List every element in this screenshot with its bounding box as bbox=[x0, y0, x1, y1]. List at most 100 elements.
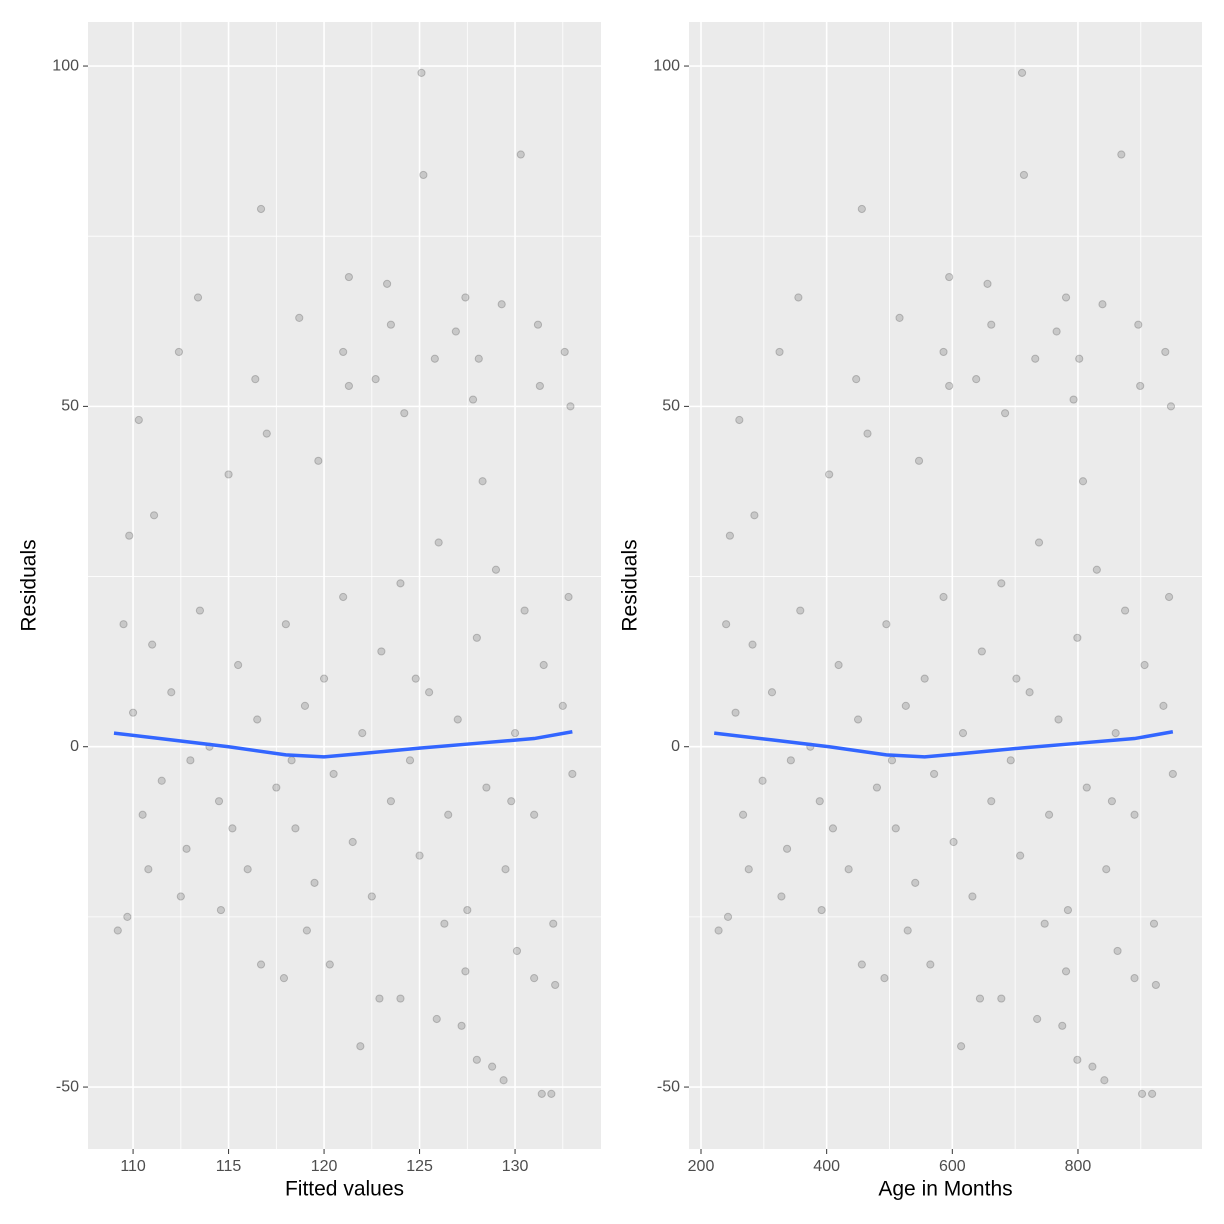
point bbox=[295, 313, 304, 322]
point bbox=[113, 926, 122, 935]
point bbox=[1025, 688, 1034, 697]
point bbox=[901, 701, 910, 710]
point bbox=[478, 477, 487, 486]
point bbox=[1031, 354, 1040, 363]
point bbox=[744, 865, 753, 874]
point bbox=[1137, 1089, 1147, 1098]
point bbox=[512, 946, 522, 956]
smooth-line bbox=[113, 730, 573, 759]
point bbox=[1034, 538, 1044, 547]
point bbox=[564, 592, 573, 602]
x-tick-label: 800 bbox=[1065, 1158, 1092, 1175]
point bbox=[777, 892, 786, 901]
point bbox=[214, 797, 224, 806]
point bbox=[1151, 980, 1160, 990]
y-tick-label: -50 bbox=[657, 1078, 680, 1095]
point bbox=[375, 994, 384, 1003]
point bbox=[400, 409, 409, 418]
point bbox=[371, 375, 380, 384]
point bbox=[1111, 729, 1120, 738]
y-tick-label: 0 bbox=[671, 738, 680, 755]
point bbox=[339, 592, 348, 602]
point bbox=[844, 865, 853, 874]
point bbox=[895, 313, 904, 322]
point bbox=[396, 579, 405, 588]
point bbox=[852, 375, 861, 384]
point bbox=[945, 272, 954, 282]
point bbox=[903, 926, 912, 935]
point bbox=[386, 797, 396, 806]
point bbox=[472, 633, 481, 642]
point bbox=[125, 531, 134, 540]
point bbox=[329, 769, 338, 779]
point bbox=[968, 892, 977, 901]
point bbox=[1054, 715, 1063, 724]
point bbox=[939, 592, 948, 602]
point bbox=[987, 320, 996, 329]
point bbox=[262, 429, 271, 438]
point bbox=[1006, 756, 1015, 765]
point bbox=[1159, 701, 1168, 710]
point bbox=[1082, 783, 1091, 792]
point bbox=[497, 300, 506, 309]
x-tick-label: 600 bbox=[939, 1158, 966, 1175]
point bbox=[817, 905, 826, 915]
x-tick-label: 110 bbox=[120, 1158, 146, 1175]
y-tick-label: 50 bbox=[61, 398, 79, 415]
point bbox=[1063, 905, 1073, 915]
point bbox=[533, 320, 543, 329]
point bbox=[1061, 967, 1071, 976]
plot-background bbox=[88, 22, 601, 1149]
point bbox=[482, 783, 491, 792]
point bbox=[1033, 1014, 1042, 1024]
point bbox=[134, 415, 143, 425]
y-tick-label: -50 bbox=[56, 1078, 79, 1095]
point bbox=[535, 381, 544, 391]
point bbox=[1117, 150, 1126, 159]
point bbox=[775, 347, 784, 357]
y-axis-label: Residuals bbox=[619, 539, 642, 631]
point bbox=[174, 347, 184, 357]
point bbox=[1136, 381, 1145, 391]
point bbox=[488, 1062, 497, 1071]
point bbox=[457, 1021, 466, 1030]
point bbox=[434, 538, 443, 547]
point bbox=[977, 647, 986, 656]
point bbox=[243, 865, 252, 874]
point bbox=[926, 960, 935, 969]
point bbox=[425, 688, 434, 697]
point bbox=[356, 1042, 365, 1051]
point bbox=[748, 640, 757, 649]
point bbox=[287, 756, 296, 765]
point bbox=[167, 688, 176, 697]
x-tick-label: 125 bbox=[406, 1158, 433, 1175]
point bbox=[738, 810, 748, 819]
panel: 200 400 600 800 -50 0 50 100 Age in Months Residu… bbox=[619, 22, 1202, 1201]
point bbox=[863, 429, 872, 438]
point bbox=[1100, 1076, 1109, 1085]
point bbox=[279, 974, 289, 983]
point bbox=[396, 994, 405, 1003]
x-axis-label: Age in Months bbox=[878, 1178, 1012, 1201]
point bbox=[325, 960, 334, 969]
point bbox=[1166, 402, 1176, 411]
point bbox=[224, 470, 233, 479]
point bbox=[1044, 810, 1054, 819]
point bbox=[796, 606, 805, 615]
point bbox=[144, 865, 153, 874]
point bbox=[1073, 633, 1082, 642]
point bbox=[291, 824, 300, 833]
point bbox=[750, 511, 759, 520]
point bbox=[1107, 797, 1117, 806]
point bbox=[945, 381, 954, 391]
point bbox=[251, 375, 260, 384]
point bbox=[216, 905, 226, 915]
point bbox=[193, 293, 203, 302]
point bbox=[972, 375, 981, 384]
point bbox=[123, 912, 132, 921]
point bbox=[520, 606, 529, 615]
point bbox=[491, 565, 501, 574]
point bbox=[857, 960, 866, 969]
point bbox=[1058, 1021, 1067, 1030]
